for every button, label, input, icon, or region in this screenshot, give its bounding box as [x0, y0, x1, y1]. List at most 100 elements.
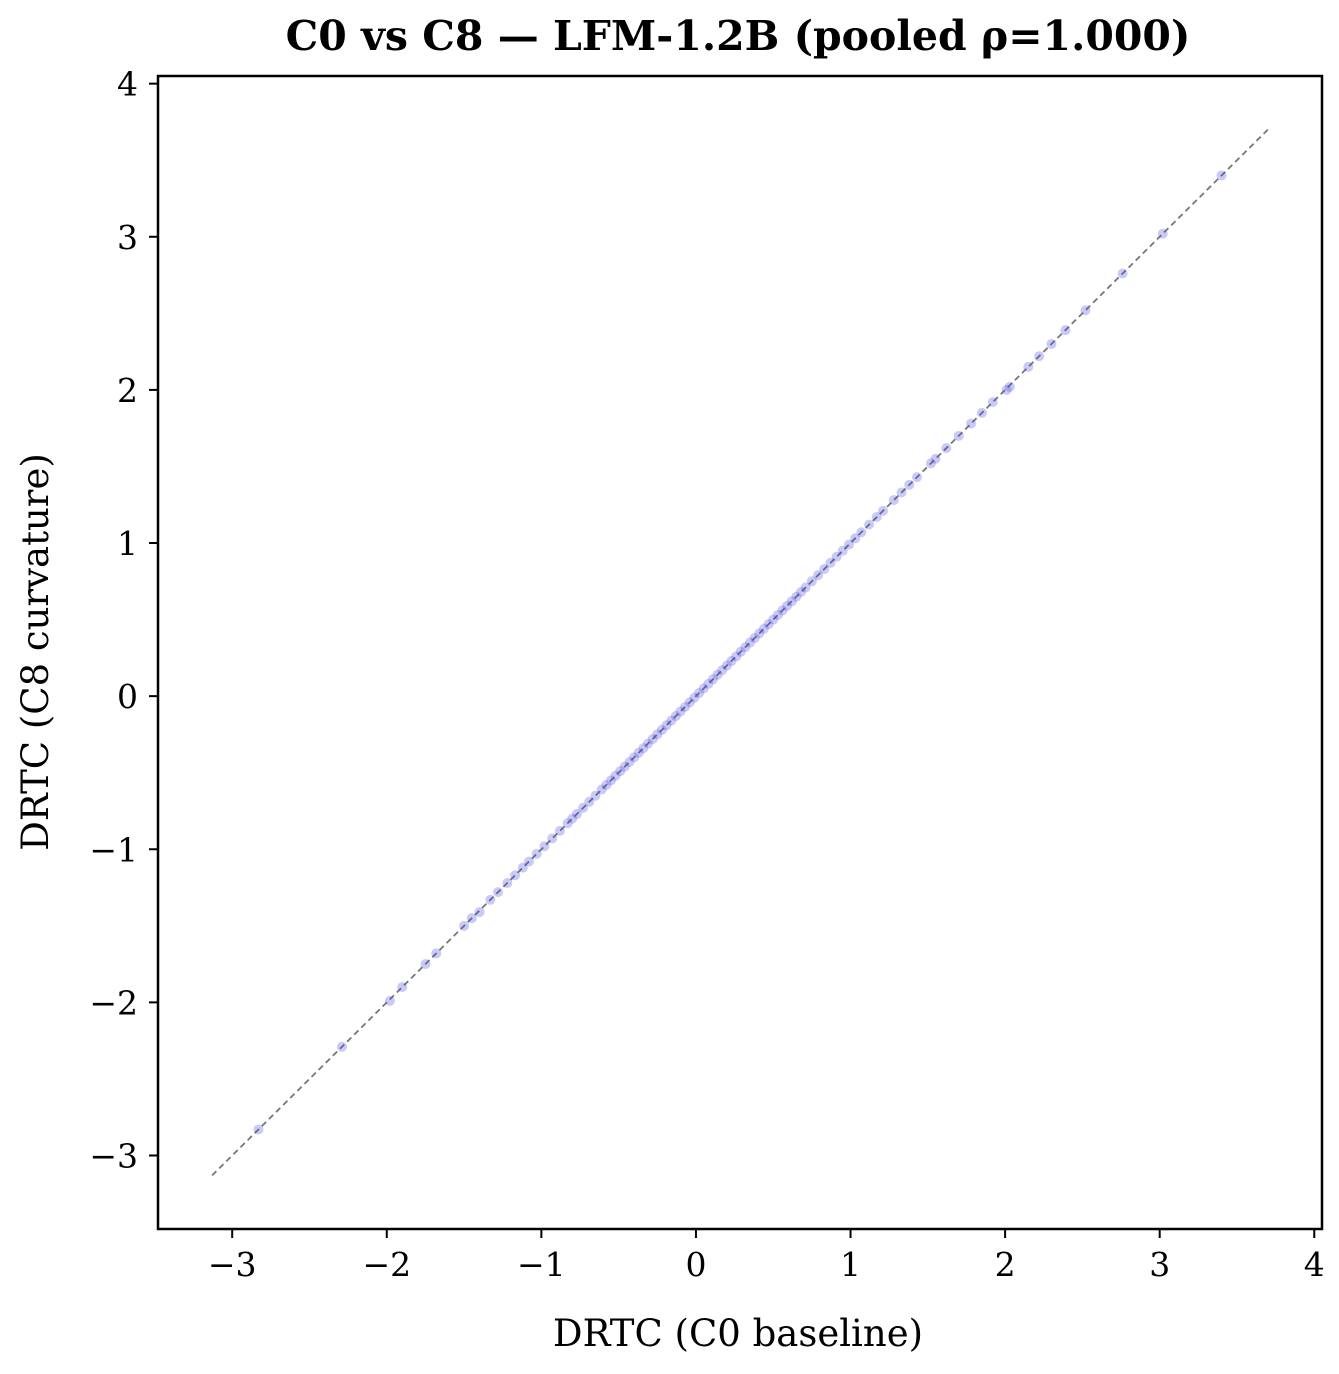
- data-point: [819, 564, 830, 575]
- data-point: [1034, 351, 1045, 362]
- data-point: [610, 770, 621, 781]
- data-point: [721, 660, 732, 671]
- data-point: [567, 813, 578, 824]
- data-point: [474, 907, 485, 918]
- data-point: [813, 570, 824, 581]
- data-point: [590, 790, 601, 801]
- data-point: [493, 887, 504, 898]
- data-point: [758, 623, 769, 634]
- data-point: [877, 505, 888, 516]
- data-point: [1004, 381, 1015, 392]
- data-point: [539, 841, 550, 852]
- scatter-points: [253, 170, 1227, 1135]
- data-point: [850, 533, 861, 544]
- data-point: [786, 596, 797, 607]
- data-point: [647, 734, 658, 745]
- data-point: [615, 766, 626, 777]
- data-point: [629, 752, 640, 763]
- data-point: [825, 557, 836, 568]
- data-point: [768, 614, 779, 625]
- data-point: [856, 527, 867, 538]
- data-point: [652, 729, 663, 740]
- data-point: [888, 495, 899, 506]
- data-point: [754, 628, 765, 639]
- data-point: [694, 688, 705, 699]
- data-point: [703, 678, 714, 689]
- data-point: [837, 545, 848, 556]
- data-point: [562, 818, 573, 829]
- data-point: [896, 487, 907, 498]
- data-point: [796, 587, 807, 598]
- data-point: [253, 1124, 264, 1135]
- y-axis-label: DRTC (C8 curvature): [14, 453, 57, 851]
- data-point: [791, 591, 802, 602]
- x-tick-label: 4: [1304, 1245, 1325, 1284]
- y-tick-label: 3: [117, 218, 138, 257]
- data-point: [843, 539, 854, 550]
- data-point: [336, 1041, 347, 1052]
- data-point: [684, 697, 695, 708]
- data-point: [782, 600, 793, 611]
- data-point: [666, 715, 677, 726]
- data-point: [466, 913, 477, 924]
- data-point: [1060, 325, 1071, 336]
- y-tick-label: 4: [117, 65, 138, 104]
- data-point: [624, 756, 635, 767]
- data-point: [596, 784, 607, 795]
- plot-area-frame: [156, 74, 1324, 1231]
- data-point: [502, 877, 513, 888]
- data-point: [1080, 305, 1091, 316]
- data-point: [864, 519, 875, 530]
- data-point: [871, 511, 882, 522]
- data-point: [904, 479, 915, 490]
- data-point: [675, 706, 686, 717]
- data-point: [777, 605, 788, 616]
- y-tick-label: 1: [117, 524, 138, 563]
- data-point: [800, 582, 811, 593]
- data-point: [831, 551, 842, 562]
- chart-title: C0 vs C8 — LFM-1.2B (pooled ρ=1.000): [286, 12, 1191, 60]
- data-point: [584, 796, 595, 807]
- data-point: [619, 761, 630, 772]
- y-tick-label: 0: [117, 677, 138, 716]
- data-point: [605, 775, 616, 786]
- y-tick-label: −2: [89, 983, 138, 1022]
- data-point: [510, 870, 521, 881]
- x-tick-label: −3: [208, 1245, 257, 1284]
- data-point: [953, 430, 964, 441]
- data-point: [763, 619, 774, 630]
- data-point: [930, 453, 941, 464]
- data-point: [925, 458, 936, 469]
- identity-reference-line: [211, 127, 1271, 1177]
- x-tick-label: 2: [995, 1245, 1016, 1284]
- data-point: [656, 724, 667, 735]
- data-point: [1001, 384, 1012, 395]
- y-tick-label: 2: [117, 371, 138, 410]
- data-point: [1023, 361, 1034, 372]
- x-tick-label: 1: [840, 1245, 861, 1284]
- data-point: [712, 669, 723, 680]
- data-point: [554, 825, 565, 836]
- data-point: [633, 747, 644, 758]
- data-point: [745, 637, 756, 648]
- data-point: [731, 651, 742, 662]
- data-point: [531, 848, 542, 859]
- x-tick-label: 0: [685, 1245, 706, 1284]
- data-point: [1117, 268, 1128, 279]
- data-point: [397, 982, 408, 993]
- data-point: [459, 920, 470, 931]
- data-point: [689, 692, 700, 703]
- data-point: [1157, 228, 1168, 239]
- y-axis-ticks: −3 −2 −1 0 1 2 3 4: [89, 65, 158, 1176]
- y-tick-label: −1: [89, 830, 138, 869]
- data-point: [941, 443, 952, 454]
- x-axis-ticks: −3 −2 −1 0 1 2 3 4: [208, 1229, 1325, 1284]
- data-point: [966, 418, 977, 429]
- y-tick-label: −3: [89, 1137, 138, 1176]
- data-point: [547, 833, 558, 844]
- data-point: [1046, 338, 1057, 349]
- data-point: [638, 743, 649, 754]
- data-point: [578, 802, 589, 813]
